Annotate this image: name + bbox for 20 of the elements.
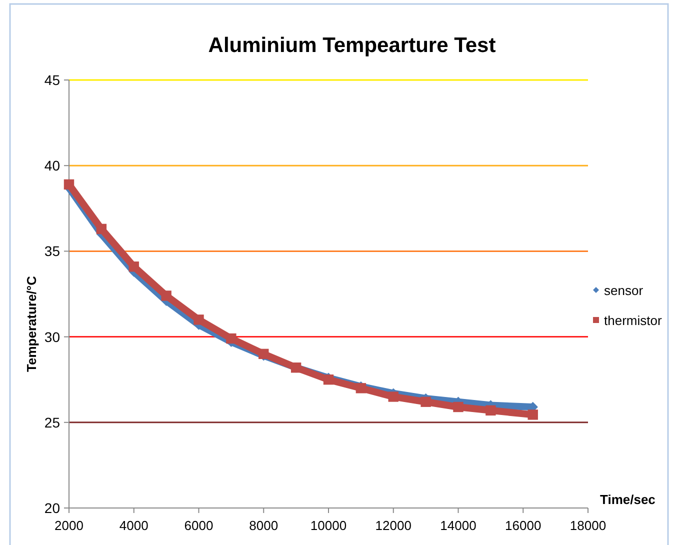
x-tick-label: 14000 <box>440 518 476 533</box>
y-tick-label: 20 <box>44 500 60 516</box>
legend-label: thermistor <box>604 313 662 328</box>
y-tick-label: 40 <box>44 158 60 174</box>
y-tick-label: 35 <box>44 243 60 260</box>
y-tick-label: 30 <box>44 328 60 345</box>
x-tick-label: 12000 <box>375 518 412 533</box>
x-tick-label: 16000 <box>505 518 542 533</box>
x-tick-label: 4000 <box>119 518 148 533</box>
x-tick-label: 6000 <box>184 518 214 533</box>
x-tick-label: 2000 <box>54 518 84 533</box>
chart-title: Aluminium Tempearture Test <box>208 34 496 57</box>
x-axis-title: Time/sec <box>600 492 656 507</box>
y-tick-label: 45 <box>44 72 60 88</box>
x-tick-label: 10000 <box>310 518 347 533</box>
x-tick-label: 8000 <box>249 518 278 533</box>
legend-label: sensor <box>604 283 644 298</box>
y-axis-title: Temperature/°C <box>24 275 39 372</box>
y-tick-label: 25 <box>44 414 60 430</box>
x-tick-label: 18000 <box>570 518 606 533</box>
